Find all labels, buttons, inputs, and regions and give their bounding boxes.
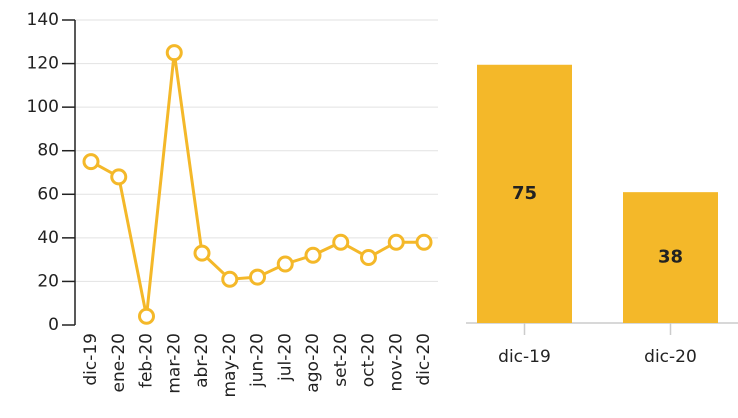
data-point <box>415 233 433 251</box>
data-point <box>249 268 266 286</box>
data-point <box>110 168 128 186</box>
y-tick-label: 60 <box>37 184 59 204</box>
data-point <box>304 246 322 264</box>
x-tick-label: dic-20 <box>644 347 697 367</box>
data-point <box>165 44 183 62</box>
data-point <box>221 270 239 288</box>
bar <box>623 192 718 323</box>
x-tick-label: nov-20 <box>386 333 406 392</box>
data-point <box>138 307 155 325</box>
x-tick-label: dic-20 <box>414 333 434 386</box>
data-point <box>387 233 405 251</box>
data-point <box>332 233 350 251</box>
y-tick-label: 100 <box>27 97 59 117</box>
y-tick-label: 120 <box>27 54 59 74</box>
data-point <box>82 153 100 171</box>
x-tick-label: ene-20 <box>109 333 129 392</box>
data-point <box>193 244 211 262</box>
data-point <box>276 255 294 273</box>
y-tick-label: 40 <box>37 228 59 248</box>
bar-label: 38 <box>658 247 683 268</box>
bar <box>477 64 572 324</box>
x-tick-label: abr-20 <box>192 333 212 388</box>
x-tick-label: ago-20 <box>303 333 323 393</box>
x-tick-label: oct-20 <box>359 333 379 387</box>
x-tick-label: mar-20 <box>164 333 184 394</box>
x-tick-label: set-20 <box>331 333 351 387</box>
data-point <box>360 248 377 266</box>
y-tick-label: 20 <box>37 271 59 291</box>
bar-label: 75 <box>512 183 537 204</box>
x-tick-label: feb-20 <box>137 333 157 388</box>
x-tick-label: jul-20 <box>275 333 295 382</box>
x-tick-label: dic-19 <box>81 333 101 386</box>
y-tick-label: 0 <box>48 315 59 335</box>
x-tick-label: may-20 <box>220 333 240 398</box>
x-tick-label: dic-19 <box>498 347 551 367</box>
y-tick-label: 140 <box>27 10 59 30</box>
y-tick-label: 80 <box>37 141 59 161</box>
x-tick-label: jun-20 <box>248 333 268 388</box>
